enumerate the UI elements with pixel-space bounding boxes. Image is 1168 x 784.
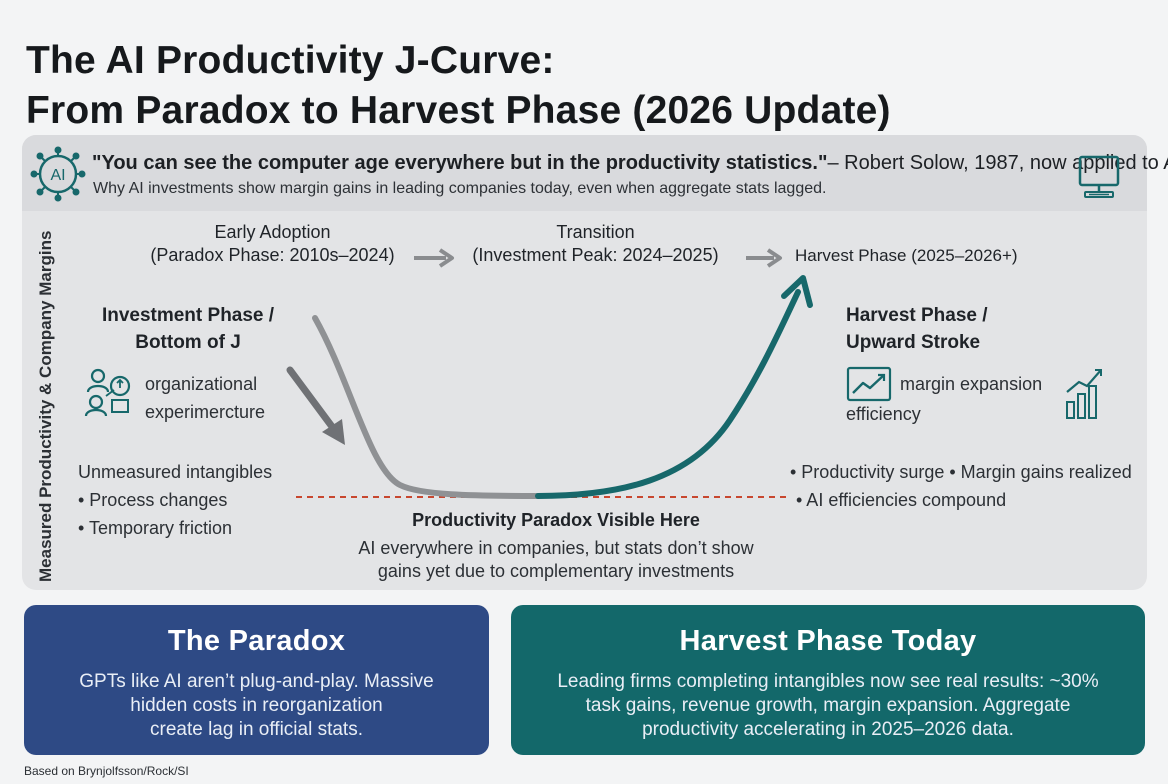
descending-arrow: [286, 366, 345, 445]
left-block-list: Unmeasured intangibles • Process changes…: [78, 458, 272, 542]
title-line-2: From Paradox to Harvest Phase (2026 Upda…: [26, 89, 891, 132]
list-item: • AI efficiencies compound: [796, 490, 1007, 510]
harvest-card: Harvest Phase Today Leading firms comple…: [511, 605, 1145, 755]
j-curve-ascent: [535, 289, 801, 499]
phase-transition: Transition (Investment Peak: 2024–2025): [458, 222, 733, 266]
list-item: • Temporary friction: [78, 518, 233, 538]
left-icon-caption-2: experimercture: [145, 402, 266, 422]
paradox-zone-description: AI everywhere in companies, but stats do…: [300, 537, 812, 583]
list-item: • Productivity surge • Margin gains real…: [790, 462, 1132, 482]
phase-arrow-2: [746, 248, 782, 268]
phase-early-title: Early Adoption: [214, 222, 331, 242]
left-icon-caption-1: organizational: [145, 374, 258, 394]
investment-phase-title-1: Investment Phase /: [101, 305, 275, 326]
investment-phase-title-2: Bottom of J: [135, 332, 241, 353]
bar-chart-icon: [1066, 369, 1102, 419]
j-curve-arrowhead: [781, 275, 813, 308]
harvest-phase-title: Harvest Phase / Upward Stroke: [846, 302, 1046, 356]
list-item: Unmeasured intangibles: [78, 462, 273, 482]
phase-early-adoption: Early Adoption (Paradox Phase: 2010s–202…: [140, 222, 405, 266]
paradox-card-line-2: hidden costs in reorganization: [130, 695, 383, 716]
phase-arrow-1: [414, 248, 454, 268]
paradox-zone-title: Productivity Paradox Visible Here: [412, 510, 700, 530]
harvest-card-body: Leading firms completing intangibles now…: [511, 670, 1145, 742]
investment-phase-title: Investment Phase / Bottom of J: [88, 302, 288, 356]
harvest-phase-title-1: Harvest Phase /: [846, 305, 988, 326]
paradox-card-body: GPTs like AI aren’t plug-and-play. Massi…: [24, 670, 489, 742]
computer-monitor-icon: [1078, 155, 1120, 198]
right-block-list: • Productivity surge • Margin gains real…: [790, 458, 1132, 514]
paradox-card-title: The Paradox: [167, 625, 346, 657]
paradox-card: The Paradox GPTs like AI aren’t plug-and…: [24, 605, 489, 755]
harvest-card-line-3: productivity accelerating in 2025–2026 d…: [642, 719, 1014, 740]
trend-chart-icon: [846, 366, 892, 402]
j-curve-descent: [312, 315, 541, 499]
ai-icon-label: AI: [50, 167, 65, 184]
right-icon-caption-1: margin expansion: [900, 374, 1043, 394]
people-collaboration-icon: [84, 368, 131, 417]
harvest-card-line-1: Leading firms completing intangibles now…: [557, 671, 1099, 692]
quote-subtext: Why AI investments show margin gains in …: [93, 180, 827, 197]
title-line-1: The AI Productivity J-Curve:: [26, 39, 555, 82]
phase-transition-subtitle: (Investment Peak: 2024–2025): [472, 245, 719, 265]
paradox-zone-line-1: AI everywhere in companies, but stats do…: [358, 538, 754, 558]
harvest-card-line-2: task gains, revenue growth, margin expan…: [585, 695, 1071, 716]
list-item: • Process changes: [78, 490, 228, 510]
page-title: The AI Productivity J-Curve: From Parado…: [26, 36, 1126, 136]
right-icon-caption-2: efficiency: [846, 404, 921, 424]
left-icon-caption: organizational experimercture: [145, 370, 265, 426]
ai-brain-icon: AI: [30, 146, 86, 202]
harvest-card-title: Harvest Phase Today: [679, 625, 977, 657]
phase-early-subtitle: (Paradox Phase: 2010s–2024): [150, 245, 395, 265]
phase-transition-title: Transition: [556, 222, 635, 242]
harvest-phase-title-2: Upward Stroke: [846, 332, 981, 353]
phase-harvest: Harvest Phase (2025–2026+): [795, 246, 1055, 266]
quote-band: [22, 135, 1147, 211]
source-footnote: Based on Brynjolfsson/Rock/SI: [24, 764, 189, 778]
paradox-card-line-1: GPTs like AI aren’t plug-and-play. Massi…: [79, 671, 434, 692]
paradox-zone-line-2: gains yet due to complementary investmen…: [377, 561, 735, 581]
paradox-card-line-3: create lag in official stats.: [150, 719, 363, 740]
phase-harvest-title: Harvest Phase (2025–2026+): [795, 246, 1018, 265]
quote-text: "You can see the computer age everywhere…: [92, 152, 828, 174]
